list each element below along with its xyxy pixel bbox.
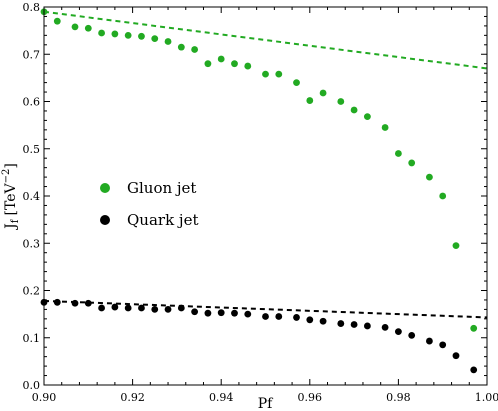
y-tick-label: 0.7 <box>23 48 41 61</box>
data-point-series-0 <box>363 113 371 121</box>
data-point-series-0 <box>111 30 119 38</box>
plot-frame <box>43 6 488 386</box>
data-point-series-1 <box>53 298 61 306</box>
y-axis-title-unit: [TeV <box>3 183 19 216</box>
data-point-series-1 <box>231 309 238 317</box>
data-point-series-1 <box>262 313 269 320</box>
data-point-series-0 <box>98 29 105 37</box>
data-point-series-0 <box>177 43 185 51</box>
data-point-series-0 <box>350 106 358 114</box>
x-axis-title: Pf <box>258 396 274 411</box>
data-point-series-0 <box>244 62 252 70</box>
data-point-series-0 <box>124 31 132 39</box>
data-point-series-1 <box>275 313 283 320</box>
y-tick-label: 0.4 <box>23 190 41 203</box>
data-point-series-1 <box>151 306 159 313</box>
legend-marker <box>100 215 110 225</box>
x-tick-label: 0.98 <box>386 391 411 404</box>
data-point-series-0 <box>217 55 225 63</box>
data-point-series-1 <box>191 308 199 316</box>
data-point-series-1 <box>138 304 145 312</box>
y-axis-title: Jf [TeV−2] <box>1 163 21 231</box>
data-point-series-0 <box>395 150 402 157</box>
x-tick-label: 0.96 <box>298 391 323 404</box>
y-tick-label: 0.0 <box>23 379 41 392</box>
x-tick-label: 0.90 <box>32 391 57 404</box>
y-tick-label: 0.6 <box>23 96 41 109</box>
data-point-series-0 <box>408 159 416 167</box>
data-point-series-1 <box>98 304 105 312</box>
data-point-series-0 <box>151 35 159 43</box>
data-point-series-0 <box>84 24 92 32</box>
data-point-series-1 <box>111 303 119 311</box>
y-tick-label: 0.5 <box>23 143 41 156</box>
y-axis-title-main: J <box>3 223 19 231</box>
data-point-series-0 <box>470 324 478 332</box>
data-point-series-0 <box>164 38 172 45</box>
x-tick-label: 0.94 <box>209 391 234 404</box>
data-point-series-0 <box>426 173 433 181</box>
data-point-series-1 <box>164 306 172 313</box>
data-point-series-1 <box>124 304 132 312</box>
fit-lines-layer <box>43 10 488 319</box>
data-point-series-1 <box>71 299 79 307</box>
data-point-series-1 <box>381 323 389 331</box>
legend-marker <box>100 183 110 193</box>
fit-line-series-1 <box>43 299 488 319</box>
legend: Gluon jet Quark jet <box>100 179 198 229</box>
legend-label: Gluon jet <box>127 179 196 197</box>
data-point-series-0 <box>306 97 314 104</box>
points-layer <box>40 8 478 374</box>
y-tick-label: 0.1 <box>23 332 41 345</box>
data-point-series-0 <box>381 124 389 131</box>
y-axis-title-sub: f <box>10 218 21 223</box>
ticks-layer: 0.90 0.92 0.94 0.96 0.98 1.00 0.0 0.1 0.2 0.3 0.4 0… <box>23 1 498 404</box>
data-point-series-1 <box>204 309 212 317</box>
data-point-series-1 <box>84 299 92 307</box>
x-tick-label: 1.00 <box>475 391 498 404</box>
data-point-series-0 <box>275 70 283 78</box>
legend-label: Quark jet <box>127 211 198 229</box>
data-point-series-0 <box>204 60 212 68</box>
data-point-series-0 <box>262 70 269 78</box>
y-axis-title-close: ] <box>3 163 19 168</box>
data-point-series-1 <box>244 310 252 318</box>
data-point-series-0 <box>337 98 345 105</box>
data-point-series-1 <box>426 337 433 345</box>
data-point-series-0 <box>53 17 61 25</box>
data-point-series-1 <box>408 331 416 339</box>
data-point-series-1 <box>177 304 185 312</box>
data-point-series-0 <box>319 89 327 97</box>
y-axis-title-exp: −2 <box>1 169 12 184</box>
y-tick-label: 0.8 <box>23 1 41 14</box>
x-tick-label: 0.92 <box>120 391 145 404</box>
data-point-series-1 <box>363 322 371 330</box>
data-point-series-1 <box>306 316 314 324</box>
data-point-series-0 <box>138 32 145 40</box>
data-point-series-1 <box>439 341 447 349</box>
data-point-series-0 <box>439 192 447 200</box>
data-point-series-1 <box>217 309 225 317</box>
data-point-series-0 <box>293 79 300 86</box>
data-point-series-0 <box>231 60 238 68</box>
data-point-series-1 <box>293 314 300 321</box>
data-point-series-1 <box>395 328 402 336</box>
data-point-series-0 <box>71 23 79 31</box>
data-point-series-1 <box>470 366 478 374</box>
y-tick-label: 0.2 <box>23 285 41 298</box>
data-point-series-1 <box>319 317 327 325</box>
y-tick-label: 0.3 <box>23 237 41 250</box>
data-point-series-1 <box>452 352 460 360</box>
fit-line-series-0 <box>43 10 488 70</box>
data-point-series-0 <box>191 46 199 53</box>
data-point-series-1 <box>350 321 358 328</box>
data-point-series-1 <box>337 320 345 327</box>
data-point-series-0 <box>452 242 460 250</box>
